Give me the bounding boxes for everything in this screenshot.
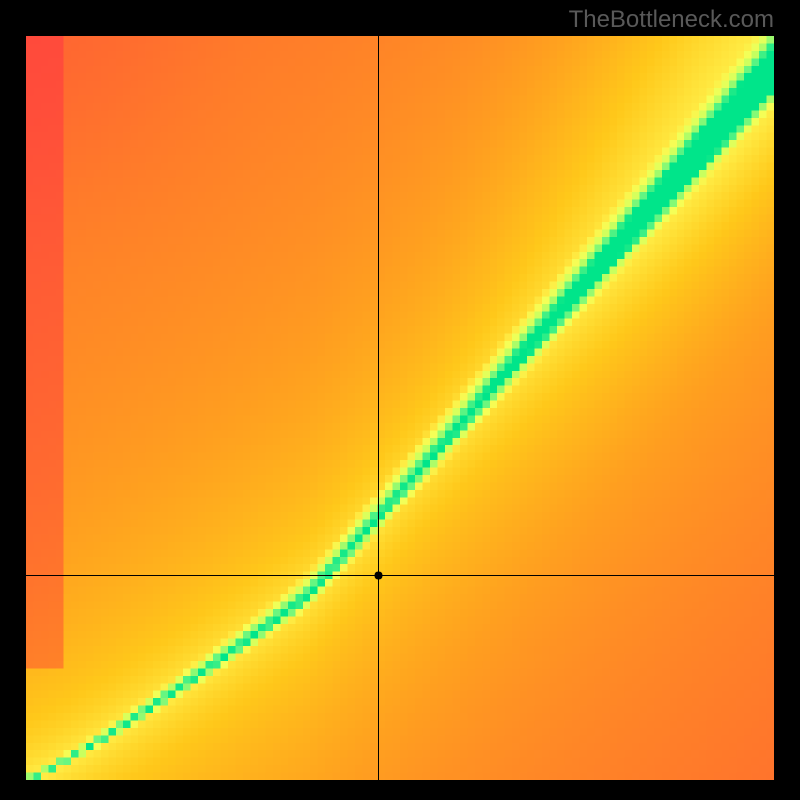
frame: TheBottleneck.com [0,0,800,800]
watermark-text: TheBottleneck.com [569,6,774,34]
crosshair-overlay [26,36,774,780]
plot-area [26,36,774,780]
